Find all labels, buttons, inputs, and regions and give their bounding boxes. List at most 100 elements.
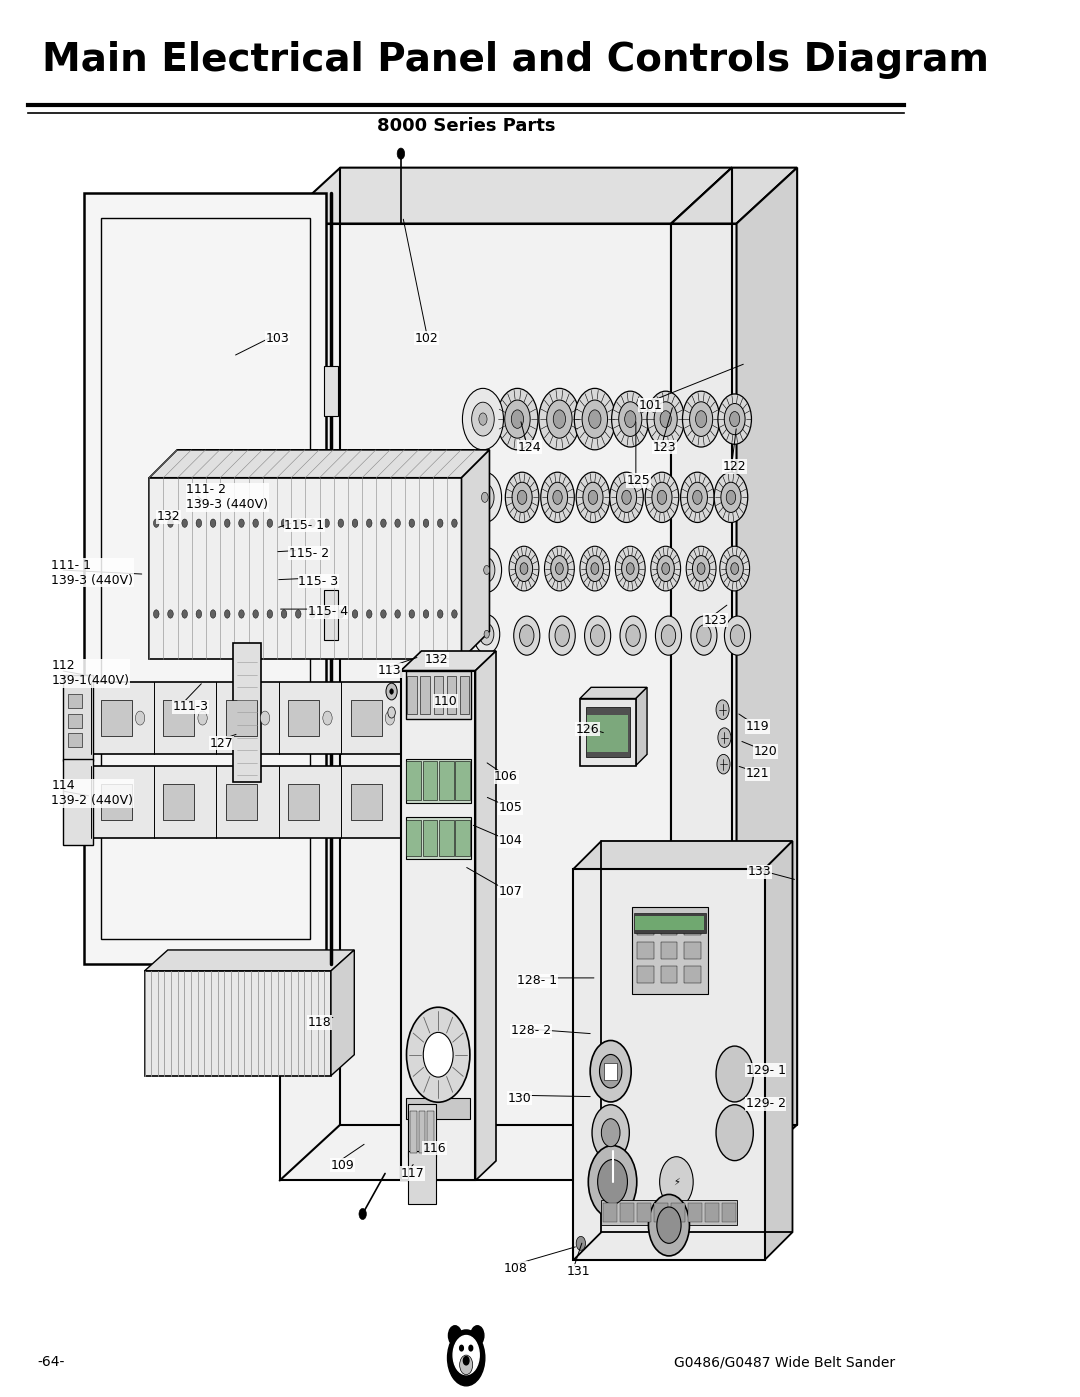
Circle shape bbox=[406, 1007, 470, 1102]
Circle shape bbox=[135, 711, 145, 725]
Bar bbox=[634, 914, 706, 933]
Bar bbox=[408, 1104, 436, 1157]
Circle shape bbox=[225, 609, 230, 617]
Circle shape bbox=[390, 689, 393, 694]
Circle shape bbox=[697, 624, 711, 647]
Circle shape bbox=[718, 728, 731, 747]
Circle shape bbox=[656, 616, 681, 655]
Text: 117: 117 bbox=[401, 1166, 424, 1180]
Bar bbox=[406, 761, 421, 800]
Circle shape bbox=[591, 624, 605, 647]
Bar bbox=[604, 1203, 618, 1222]
Circle shape bbox=[497, 388, 538, 450]
Circle shape bbox=[181, 518, 188, 527]
Circle shape bbox=[660, 1157, 693, 1207]
Circle shape bbox=[310, 609, 315, 617]
Circle shape bbox=[731, 563, 739, 574]
Bar bbox=[456, 820, 470, 856]
Bar bbox=[145, 971, 330, 1076]
Bar bbox=[410, 1111, 417, 1153]
Bar bbox=[408, 1151, 436, 1204]
Circle shape bbox=[253, 609, 258, 617]
Circle shape bbox=[654, 402, 677, 436]
Circle shape bbox=[555, 563, 564, 574]
Circle shape bbox=[484, 630, 489, 638]
Circle shape bbox=[386, 711, 394, 725]
Circle shape bbox=[515, 556, 532, 581]
Circle shape bbox=[544, 546, 575, 591]
Circle shape bbox=[718, 394, 752, 444]
Circle shape bbox=[661, 624, 676, 647]
Bar bbox=[440, 820, 454, 856]
Polygon shape bbox=[672, 224, 737, 1180]
Circle shape bbox=[575, 388, 616, 450]
Circle shape bbox=[437, 609, 443, 617]
Circle shape bbox=[260, 711, 270, 725]
Circle shape bbox=[714, 472, 747, 522]
Bar bbox=[406, 759, 471, 803]
Circle shape bbox=[253, 518, 258, 527]
Text: -64-: -64- bbox=[38, 1355, 65, 1369]
Circle shape bbox=[281, 609, 287, 617]
Circle shape bbox=[660, 411, 672, 427]
Bar bbox=[580, 698, 636, 766]
Bar bbox=[233, 643, 261, 782]
Circle shape bbox=[553, 490, 563, 504]
Bar bbox=[422, 820, 437, 856]
Circle shape bbox=[549, 616, 576, 655]
Polygon shape bbox=[580, 687, 647, 698]
Circle shape bbox=[198, 711, 207, 725]
Circle shape bbox=[153, 609, 159, 617]
Polygon shape bbox=[401, 651, 496, 671]
Circle shape bbox=[686, 546, 716, 591]
Bar bbox=[684, 919, 701, 936]
Circle shape bbox=[197, 518, 202, 527]
Bar bbox=[288, 700, 320, 736]
Bar bbox=[688, 1203, 702, 1222]
Circle shape bbox=[591, 563, 598, 574]
Circle shape bbox=[726, 490, 735, 504]
Text: 106: 106 bbox=[495, 770, 518, 784]
Circle shape bbox=[511, 409, 524, 429]
Text: Main Electrical Panel and Controls Diagram: Main Electrical Panel and Controls Diagr… bbox=[42, 41, 989, 80]
Circle shape bbox=[310, 518, 315, 527]
Bar bbox=[324, 366, 338, 416]
Bar bbox=[422, 761, 437, 800]
Circle shape bbox=[717, 754, 730, 774]
Circle shape bbox=[725, 404, 745, 434]
Bar bbox=[351, 784, 382, 820]
Circle shape bbox=[592, 1105, 630, 1161]
Text: 109: 109 bbox=[330, 1158, 354, 1172]
Bar bbox=[588, 715, 629, 752]
Polygon shape bbox=[573, 841, 793, 869]
Polygon shape bbox=[475, 651, 496, 1180]
Circle shape bbox=[225, 518, 230, 527]
Bar bbox=[661, 943, 677, 960]
Circle shape bbox=[366, 609, 372, 617]
Circle shape bbox=[409, 609, 415, 617]
Text: 115- 3: 115- 3 bbox=[298, 574, 338, 588]
Text: 115- 4: 115- 4 bbox=[308, 605, 348, 619]
Circle shape bbox=[582, 400, 608, 439]
Circle shape bbox=[730, 624, 744, 647]
Polygon shape bbox=[330, 950, 354, 1076]
Circle shape bbox=[590, 1041, 631, 1102]
Bar bbox=[637, 919, 654, 936]
Circle shape bbox=[478, 557, 495, 583]
Circle shape bbox=[586, 556, 604, 581]
Circle shape bbox=[548, 482, 568, 513]
Text: 132: 132 bbox=[426, 652, 449, 666]
Circle shape bbox=[696, 411, 706, 427]
Polygon shape bbox=[280, 168, 732, 224]
Bar bbox=[406, 1098, 470, 1119]
Polygon shape bbox=[401, 671, 475, 1180]
Circle shape bbox=[324, 518, 329, 527]
Circle shape bbox=[580, 546, 610, 591]
Circle shape bbox=[730, 412, 740, 426]
Circle shape bbox=[448, 1326, 461, 1345]
Circle shape bbox=[472, 548, 501, 592]
Bar bbox=[163, 700, 194, 736]
Bar bbox=[163, 784, 194, 820]
Circle shape bbox=[480, 623, 494, 645]
Text: 133: 133 bbox=[747, 865, 771, 879]
